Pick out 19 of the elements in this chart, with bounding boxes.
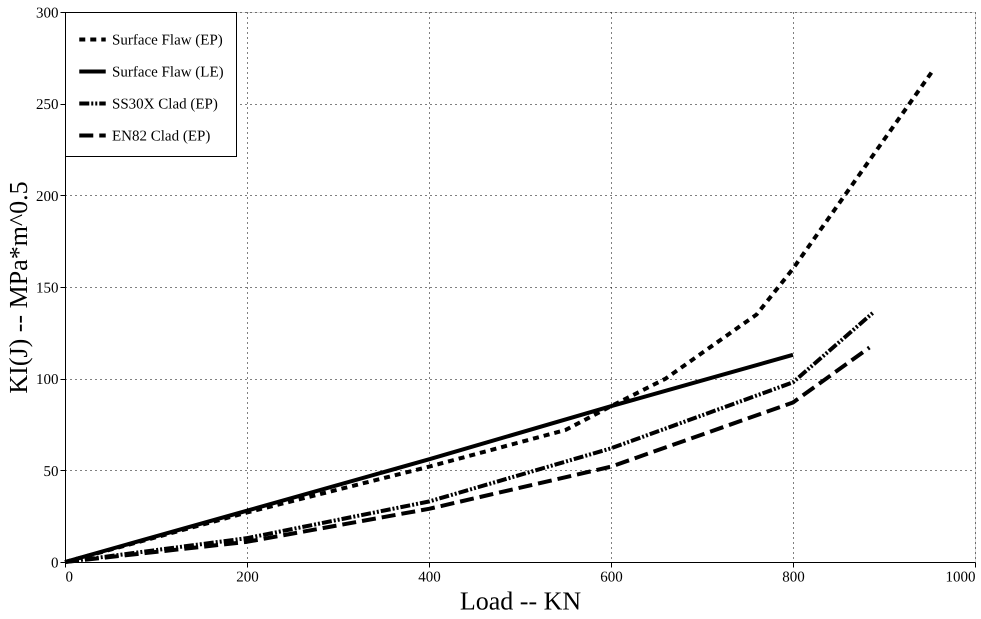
x-tick-label: 0	[66, 570, 73, 586]
x-tick-label: 200	[236, 570, 259, 586]
x-tick-label: 600	[600, 570, 623, 586]
y-axis-title: KI(J) -- MPa*m^0.5	[4, 181, 33, 394]
x-tick-label: 1000	[946, 570, 976, 586]
x-tick-label: 800	[782, 570, 805, 586]
legend-label: Surface Flaw (LE)	[112, 64, 224, 80]
y-tick-label: 100	[36, 372, 58, 388]
legend-label: Surface Flaw (EP)	[112, 32, 223, 48]
y-tick-label: 200	[36, 188, 58, 205]
y-tick-label: 250	[36, 97, 58, 114]
x-axis-title: Load -- KN	[460, 586, 582, 616]
x-tick-label: 400	[418, 570, 441, 586]
y-tick-label: 0	[51, 556, 58, 572]
legend-label: SS30X Clad (EP)	[112, 96, 218, 112]
y-tick-label: 50	[44, 464, 58, 480]
y-tick-label: 300	[36, 6, 58, 22]
y-tick-label: 150	[36, 280, 58, 296]
legend-label: EN82 Clad (EP)	[112, 128, 210, 144]
